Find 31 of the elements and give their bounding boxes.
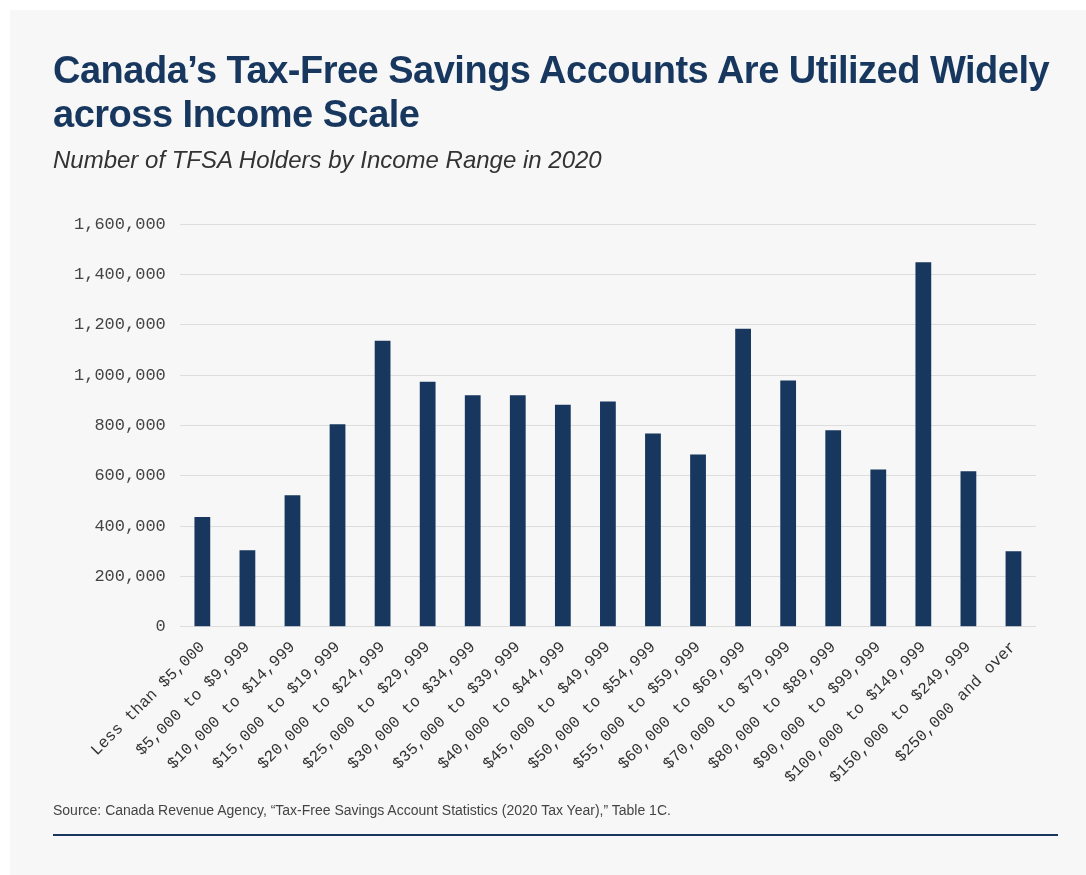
bar — [374, 340, 391, 627]
y-tick-label: 1,600,000 — [73, 214, 166, 234]
y-tick-label: 0 — [155, 617, 166, 637]
y-tick-label: 1,000,000 — [73, 365, 166, 385]
y-tick-label: 200,000 — [94, 566, 166, 586]
chart-subtitle: Number of TFSA Holders by Income Range in 2020 — [53, 146, 602, 174]
bar — [194, 516, 211, 627]
y-tick-label: 1,200,000 — [73, 315, 166, 335]
bar — [780, 380, 797, 627]
y-tick-label: 400,000 — [94, 516, 166, 536]
chart-title: Canada’s Tax-Free Savings Accounts Are Utilized Widely across Income Scale — [53, 48, 1051, 136]
bar — [870, 469, 887, 627]
bar — [735, 328, 751, 627]
bar — [509, 395, 526, 627]
bar — [690, 454, 706, 627]
source-note: Source: Canada Revenue Agency, “Tax-Free Savings Account Statistics (2020 Tax Year),” Table 1C. — [53, 802, 1058, 836]
bar — [284, 495, 301, 627]
bar — [825, 430, 842, 627]
y-tick-label: 1,400,000 — [73, 265, 166, 284]
bar — [915, 262, 932, 627]
bar — [600, 401, 616, 627]
y-tick-label: 600,000 — [94, 466, 166, 486]
bar — [554, 404, 571, 627]
bar — [419, 381, 436, 627]
bar — [239, 550, 256, 627]
bar — [464, 395, 481, 627]
bar — [329, 424, 346, 627]
bar — [1005, 551, 1022, 627]
bar — [645, 433, 661, 627]
y-tick-label: 800,000 — [94, 415, 166, 435]
bar — [960, 471, 977, 627]
